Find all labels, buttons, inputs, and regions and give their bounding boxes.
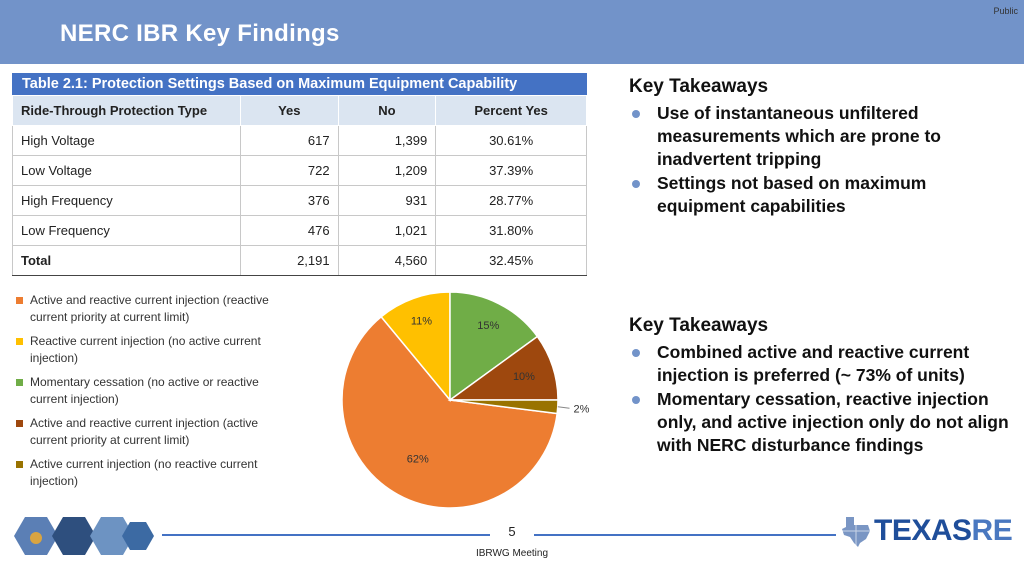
legend-label: Active current injection (no reactive cu… xyxy=(30,457,258,488)
cell-type: High Frequency xyxy=(12,185,241,216)
cell-no: 4,560 xyxy=(337,245,437,276)
takeaways-heading: Key Takeaways xyxy=(629,315,769,336)
cell-no: 931 xyxy=(337,185,437,216)
pie-data-label: 15% xyxy=(477,320,499,332)
legend-item: Reactive current injection (no active cu… xyxy=(16,333,296,367)
column-header-no: No xyxy=(337,95,437,126)
hexagon-image-2 xyxy=(52,517,96,555)
table-title: Table 2.1: Protection Settings Based on … xyxy=(12,73,587,95)
cell-type: Total xyxy=(12,245,241,276)
table-header-row: Ride-Through Protection Type Yes No Perc… xyxy=(12,95,587,126)
pie-data-label: 10% xyxy=(513,371,535,383)
takeaways-block-2: Key Takeaways Combined active and reacti… xyxy=(629,315,1019,458)
pie-slice xyxy=(449,291,539,402)
texas-re-logo: TEXASRE xyxy=(838,513,1013,549)
column-header-type: Ride-Through Protection Type xyxy=(12,95,241,126)
column-header-yes: Yes xyxy=(240,95,339,126)
takeaways-block-1: Key Takeaways Use of instantaneous unfil… xyxy=(629,76,1019,219)
takeaways-list: Combined active and reactive current inj… xyxy=(629,341,1019,457)
pie-legend: Active and reactive current injection (r… xyxy=(16,292,296,497)
pie-leader-line xyxy=(557,406,570,409)
table-row: High Voltage 617 1,399 30.61% xyxy=(12,125,587,156)
legend-label: Reactive current injection (no active cu… xyxy=(30,334,261,365)
pie-slice xyxy=(341,315,558,509)
takeaway-text: Momentary cessation, reactive injection … xyxy=(657,389,1009,455)
takeaway-text: Use of instantaneous unfiltered measurem… xyxy=(657,103,941,169)
cell-yes: 376 xyxy=(240,185,339,216)
cell-no: 1,399 xyxy=(337,125,437,156)
table-total-row: Total 2,191 4,560 32.45% xyxy=(12,245,587,276)
hexagon-image-3 xyxy=(90,517,134,555)
takeaways-heading: Key Takeaways xyxy=(629,76,769,97)
cell-yes: 2,191 xyxy=(240,245,339,276)
cell-percent: 32.45% xyxy=(435,245,587,276)
takeaway-bullet: Use of instantaneous unfiltered measurem… xyxy=(629,102,1019,171)
footer-divider-right xyxy=(534,534,836,536)
takeaway-text: Combined active and reactive current inj… xyxy=(657,342,970,385)
cell-no: 1,021 xyxy=(337,215,437,246)
footer-divider-left xyxy=(162,534,490,536)
cell-yes: 722 xyxy=(240,155,339,186)
takeaway-text: Settings not based on maximum equipment … xyxy=(657,173,927,216)
legend-label: Active and reactive current injection (r… xyxy=(30,293,269,324)
cell-percent: 30.61% xyxy=(435,125,587,156)
takeaway-bullet: Combined active and reactive current inj… xyxy=(629,341,1019,387)
legend-label: Active and reactive current injection (a… xyxy=(30,416,259,447)
cell-type: Low Frequency xyxy=(12,215,241,246)
cell-type: Low Voltage xyxy=(12,155,241,186)
legend-swatch xyxy=(16,338,23,345)
hexagon-photo-strip xyxy=(14,517,154,555)
bullet-dot-icon xyxy=(632,349,640,357)
data-table: Ride-Through Protection Type Yes No Perc… xyxy=(12,95,587,276)
pie-data-label: 11% xyxy=(411,316,432,328)
cell-percent: 28.77% xyxy=(435,185,587,216)
protection-settings-table: Table 2.1: Protection Settings Based on … xyxy=(12,73,587,276)
hexagon-detail xyxy=(30,532,42,544)
takeaway-bullet: Momentary cessation, reactive injection … xyxy=(629,388,1019,457)
logo-main-text: TEXAS xyxy=(874,514,972,547)
cell-yes: 476 xyxy=(240,215,339,246)
page-title: NERC IBR Key Findings xyxy=(60,20,340,47)
legend-swatch xyxy=(16,297,23,304)
legend-label: Momentary cessation (no active or reacti… xyxy=(30,375,259,406)
table-row: Low Voltage 722 1,209 37.39% xyxy=(12,155,587,186)
table-row: Low Frequency 476 1,021 31.80% xyxy=(12,215,587,246)
cell-yes: 617 xyxy=(240,125,339,156)
pie-chart: 62% 11% 15% 10% 2% xyxy=(341,291,590,509)
legend-swatch xyxy=(16,379,23,386)
pie-slice xyxy=(380,291,451,403)
bullet-dot-icon xyxy=(632,110,640,118)
legend-item: Active and reactive current injection (r… xyxy=(16,292,296,326)
takeaway-bullet: Settings not based on maximum equipment … xyxy=(629,172,1019,218)
legend-item: Momentary cessation (no active or reacti… xyxy=(16,374,296,408)
table-row: High Frequency 376 931 28.77% xyxy=(12,185,587,216)
legend-swatch xyxy=(16,420,23,427)
page-number: 5 xyxy=(508,524,516,539)
cell-percent: 31.80% xyxy=(435,215,587,246)
legend-item: Active and reactive current injection (a… xyxy=(16,415,296,449)
bullet-dot-icon xyxy=(632,180,640,188)
header-bar xyxy=(0,0,1024,64)
texas-map-icon xyxy=(840,515,872,547)
pie-data-label: 62% xyxy=(407,454,429,466)
logo-suffix-text: RE xyxy=(971,514,1013,547)
column-header-percent: Percent Yes xyxy=(435,95,587,126)
classification-label: Public xyxy=(993,6,1018,16)
cell-percent: 37.39% xyxy=(435,155,587,186)
meeting-name: IBRWG Meeting xyxy=(475,548,549,559)
hexagon-image-4 xyxy=(122,522,154,550)
pie-slice xyxy=(449,399,559,415)
legend-swatch xyxy=(16,461,23,468)
cell-type: High Voltage xyxy=(12,125,241,156)
pie-data-label: 2% xyxy=(574,403,590,415)
bullet-dot-icon xyxy=(632,396,640,404)
legend-item: Active current injection (no reactive cu… xyxy=(16,456,296,490)
takeaways-list: Use of instantaneous unfiltered measurem… xyxy=(629,102,1019,218)
cell-no: 1,209 xyxy=(337,155,437,186)
logo-text: TEXASRE xyxy=(874,514,1013,548)
